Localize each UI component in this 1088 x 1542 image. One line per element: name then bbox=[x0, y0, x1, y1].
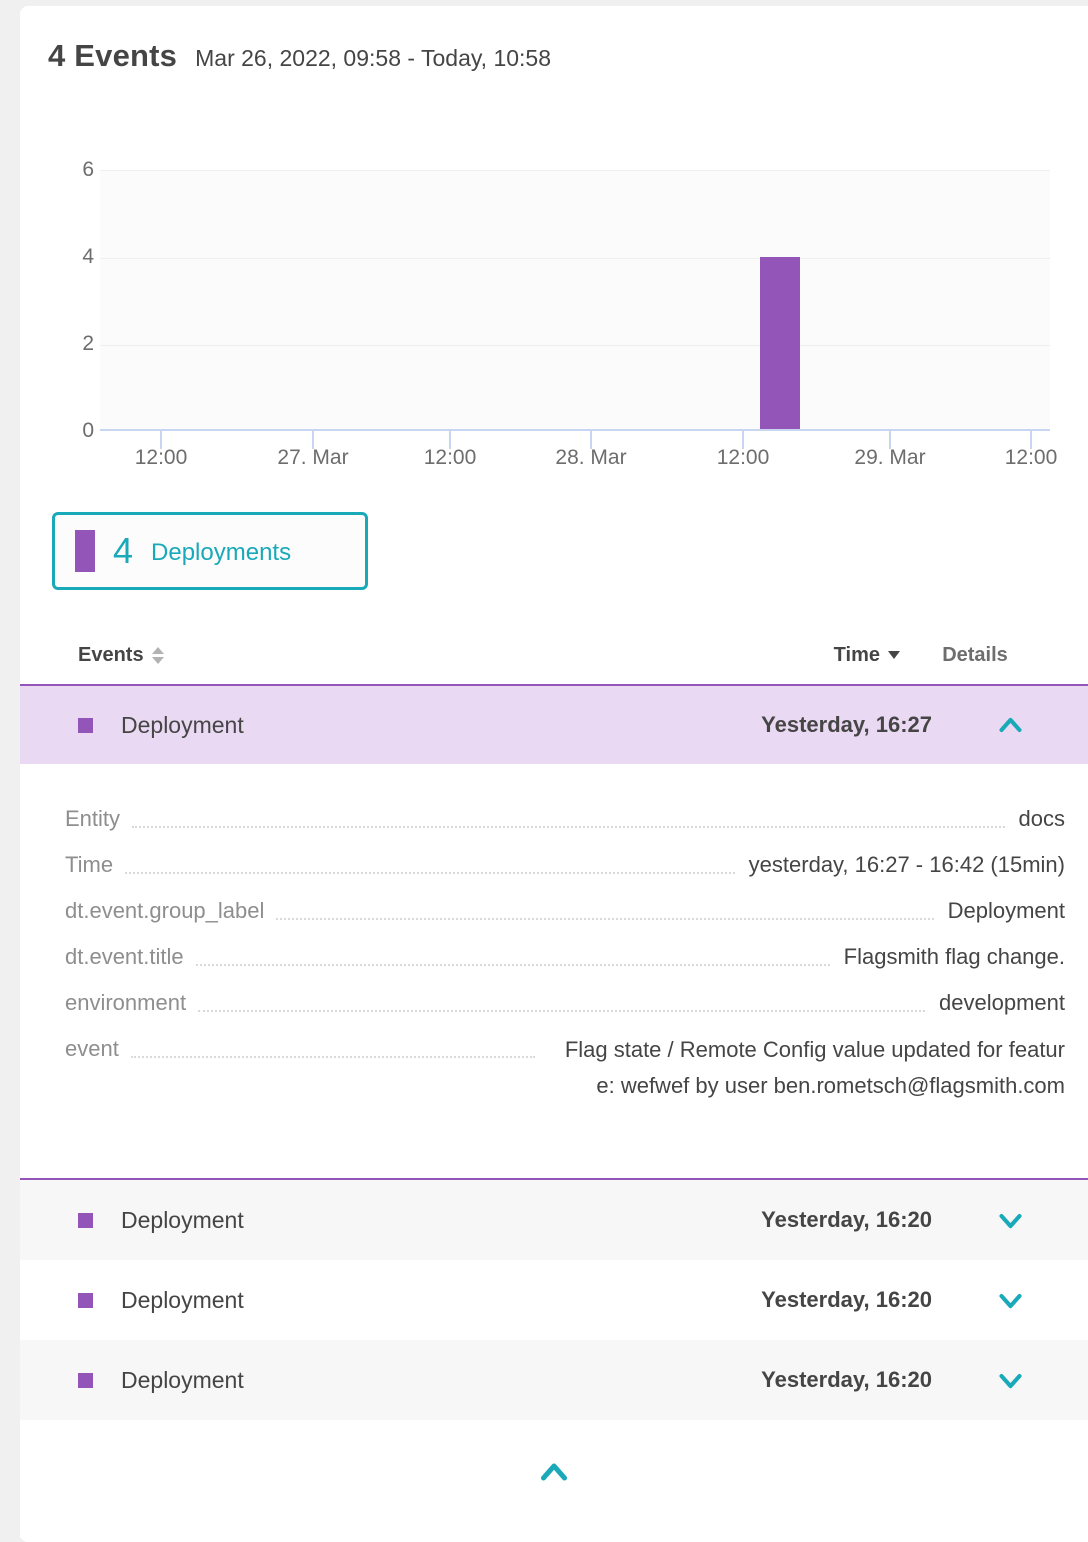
chart-bar-deployments[interactable] bbox=[760, 257, 800, 429]
events-column-label: Events bbox=[78, 643, 144, 666]
events-bar-chart: 6 4 2 0 12:00 27. Mar 12:00 28. Mar 12:0… bbox=[20, 6, 1088, 1542]
table-row-deployment-expanded[interactable]: Deployment Yesterday, 16:27 bbox=[20, 684, 1088, 764]
details-cell[interactable] bbox=[932, 1207, 1088, 1234]
collapse-panel-chevron-up-icon[interactable] bbox=[536, 1454, 572, 1490]
detail-value: docs bbox=[1018, 806, 1065, 831]
table-header: Events Time Details bbox=[20, 626, 1088, 684]
detail-value: Flag state / Remote Config value updated… bbox=[564, 1037, 1065, 1098]
detail-row: dt.event.title Flagsmith flag change. bbox=[65, 940, 1065, 973]
x-axis-label: 12:00 bbox=[1004, 446, 1058, 469]
x-axis-tick-mark bbox=[889, 431, 891, 449]
column-header-time[interactable]: Time bbox=[834, 644, 900, 667]
detail-value: development bbox=[939, 990, 1065, 1015]
deployment-swatch bbox=[78, 1292, 93, 1308]
event-time: Yesterday, 16:27 bbox=[761, 712, 932, 737]
y-axis-tick: 4 bbox=[82, 245, 94, 268]
x-axis-label: 27. Mar bbox=[277, 446, 349, 469]
y-axis-tick: 6 bbox=[82, 158, 94, 181]
leader-dots bbox=[276, 918, 934, 920]
detail-value: Deployment bbox=[947, 898, 1065, 923]
deployment-swatch bbox=[78, 717, 93, 733]
time-column-label: Time bbox=[833, 643, 880, 666]
event-time: Yesterday, 16:20 bbox=[761, 1287, 932, 1312]
event-type-label: Deployment bbox=[121, 711, 244, 738]
deployments-swatch bbox=[75, 530, 95, 572]
x-axis-tick-mark bbox=[1030, 431, 1032, 449]
event-type-label: Deployment bbox=[121, 1206, 244, 1233]
x-axis-tick-mark bbox=[160, 431, 162, 449]
gridline bbox=[100, 345, 1050, 346]
column-header-details: Details bbox=[942, 643, 1008, 666]
event-details-panel: Entity docs Time yesterday, 16:27 - 16:4… bbox=[20, 764, 1088, 1180]
time-range-label: Mar 26, 2022, 09:58 - Today, 10:58 bbox=[195, 45, 552, 71]
detail-row: event Flag state / Remote Config value u… bbox=[65, 1032, 1065, 1104]
events-table: Events Time Details Deployment Yesterday… bbox=[20, 626, 1088, 1538]
chart-plot-area bbox=[100, 170, 1050, 431]
x-axis-label: 29. Mar bbox=[854, 446, 926, 469]
sort-icon bbox=[151, 646, 164, 664]
legend-label: Deployments bbox=[151, 539, 292, 566]
page-title: 4 Events bbox=[48, 38, 178, 73]
table-row-deployment[interactable]: Deployment Yesterday, 16:20 bbox=[20, 1260, 1088, 1340]
x-axis-label: 28. Mar bbox=[555, 446, 627, 469]
chevron-down-icon[interactable] bbox=[997, 1287, 1024, 1314]
leader-dots bbox=[195, 964, 830, 966]
detail-row: dt.event.group_label Deployment bbox=[65, 894, 1065, 927]
event-type-label: Deployment bbox=[121, 1366, 244, 1393]
details-cell[interactable] bbox=[932, 712, 1088, 739]
legend-deployments-toggle[interactable]: 4 Deployments bbox=[52, 512, 368, 590]
leader-dots bbox=[130, 1032, 535, 1058]
leader-dots bbox=[198, 1010, 926, 1012]
leader-dots bbox=[125, 872, 735, 874]
x-axis-label: 12:00 bbox=[423, 446, 477, 469]
event-type-label: Deployment bbox=[121, 1286, 244, 1313]
gridline bbox=[100, 258, 1050, 259]
chevron-down-icon[interactable] bbox=[997, 1367, 1024, 1394]
detail-key: event bbox=[65, 1036, 119, 1061]
panel-header: 4 Events Mar 26, 2022, 09:58 - Today, 10… bbox=[48, 38, 551, 74]
details-cell[interactable] bbox=[932, 1367, 1088, 1394]
detail-row: Time yesterday, 16:27 - 16:42 (15min) bbox=[65, 848, 1065, 881]
detail-key: dt.event.title bbox=[65, 944, 184, 969]
detail-key: environment bbox=[65, 990, 187, 1015]
x-axis-tick-mark bbox=[742, 431, 744, 449]
detail-value: Flagsmith flag change. bbox=[843, 944, 1065, 969]
chevron-up-icon[interactable] bbox=[997, 712, 1024, 739]
table-row-deployment[interactable]: Deployment Yesterday, 16:20 bbox=[20, 1340, 1088, 1420]
x-axis-tick-mark bbox=[449, 431, 451, 449]
chevron-down-icon[interactable] bbox=[997, 1207, 1024, 1234]
x-axis-label: 12:00 bbox=[716, 446, 770, 469]
column-header-events[interactable]: Events bbox=[78, 644, 164, 667]
detail-key: Time bbox=[65, 852, 114, 877]
x-axis-tick-mark bbox=[590, 431, 592, 449]
sort-desc-icon bbox=[888, 651, 900, 659]
detail-key: Entity bbox=[65, 806, 121, 831]
details-cell[interactable] bbox=[932, 1287, 1088, 1314]
deployment-swatch bbox=[78, 1372, 93, 1388]
y-axis-tick: 2 bbox=[82, 332, 94, 355]
legend-count: 4 bbox=[113, 530, 134, 571]
event-time: Yesterday, 16:20 bbox=[761, 1367, 932, 1392]
y-axis-tick: 0 bbox=[82, 419, 94, 442]
deployment-swatch bbox=[78, 1212, 93, 1228]
detail-row: Entity docs bbox=[65, 802, 1065, 835]
x-axis-label: 12:00 bbox=[134, 446, 188, 469]
table-row-deployment[interactable]: Deployment Yesterday, 16:20 bbox=[20, 1180, 1088, 1260]
detail-row: environment development bbox=[65, 986, 1065, 1019]
x-axis-tick-mark bbox=[312, 431, 314, 449]
table-footer bbox=[20, 1420, 1088, 1538]
detail-key: dt.event.group_label bbox=[65, 898, 265, 923]
events-panel: 4 Events Mar 26, 2022, 09:58 - Today, 10… bbox=[20, 6, 1088, 1542]
detail-value: yesterday, 16:27 - 16:42 (15min) bbox=[748, 852, 1065, 877]
leader-dots bbox=[132, 826, 1005, 828]
event-time: Yesterday, 16:20 bbox=[761, 1207, 932, 1232]
